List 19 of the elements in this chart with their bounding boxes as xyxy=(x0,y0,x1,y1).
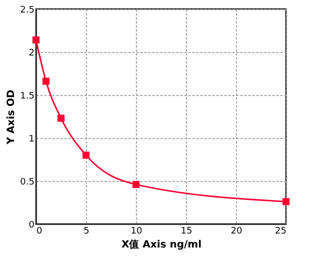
point xyxy=(82,152,90,159)
y-tick-label: 2.5 xyxy=(20,6,34,16)
x-tick-label: 5 xyxy=(84,226,90,236)
x-tick-label: 20 xyxy=(230,226,242,236)
y-tick-label: 1 xyxy=(28,134,34,144)
y-axis-title: Y Axis OD xyxy=(6,90,18,146)
point xyxy=(42,78,50,85)
point xyxy=(57,114,65,122)
point xyxy=(282,198,290,206)
point xyxy=(132,180,140,188)
x-tick-label: 15 xyxy=(180,226,192,236)
y-tick-label: 2 xyxy=(28,48,34,58)
x-axis-title: X值 Axis ng/ml xyxy=(121,238,202,250)
x-tick-label: 0 xyxy=(36,226,42,236)
point xyxy=(32,36,40,44)
y-tick-label: 1.5 xyxy=(20,92,34,102)
x-tick-label: 25 xyxy=(275,226,286,236)
x-tick-label: 10 xyxy=(130,226,142,236)
y-tick-label: 0.5 xyxy=(20,178,34,188)
